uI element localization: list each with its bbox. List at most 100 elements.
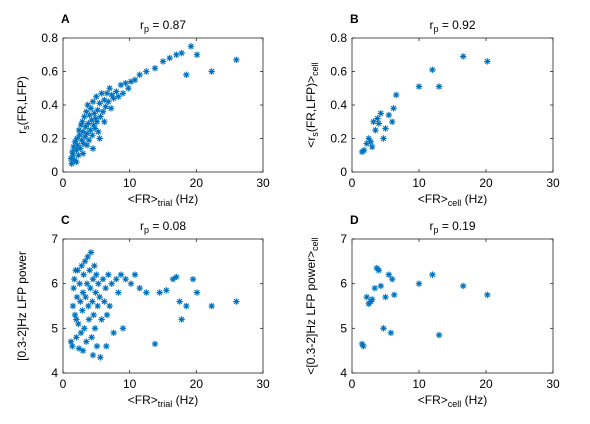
data-point [385,111,393,119]
data-point [143,68,150,75]
chart-title-part: p [433,24,438,34]
data-point [83,338,90,345]
data-point [73,147,80,154]
panel-letter: A [61,12,70,26]
data-point [97,113,104,120]
data-point [377,282,385,290]
x-axis-label: <FR>cell (Hz) [418,192,488,208]
x-axis-label-part: trial [158,399,173,409]
data-point [87,284,94,292]
data-point [77,329,85,336]
data-point [113,276,120,283]
data-point [178,316,185,323]
x-axis-label-part: (Hz) [461,393,487,407]
y-axis-label-part: (FR,LFP)> [304,76,318,132]
data-point [79,307,86,314]
data-point [367,138,374,146]
data-point [91,325,99,332]
x-axis-label: <FR>trial (Hz) [128,192,199,208]
data-point [368,296,376,303]
data-point [390,105,397,112]
data-point [233,56,240,63]
data-point [108,91,115,99]
data-point [99,108,107,115]
y-tick-label: 6 [51,277,58,291]
data-point [370,118,377,125]
data-point [89,276,97,283]
data-point [117,271,125,278]
data-point [173,273,180,281]
y-axis-label-part: cell [310,237,320,251]
panel-letter: C [61,213,70,227]
data-point [79,347,87,354]
data-point [389,276,396,283]
data-point [78,262,85,269]
y-tick-label: 7 [340,232,347,246]
data-point [81,325,88,332]
data-point [74,142,81,149]
x-axis-label-part: (Hz) [461,192,487,206]
data-point [391,291,398,299]
data-point [69,148,76,156]
y-axis-label-part: <[0.3-2]Hz LFP power> [304,251,318,375]
data-point [73,158,80,166]
y-tick-label: 0.6 [41,65,58,79]
data-point [71,311,79,319]
x-tick-label: 10 [123,377,137,391]
panel-letter: B [350,12,359,26]
data-point [99,276,107,283]
data-point [78,136,85,144]
y-axis-label-part: [0.3-2]Hz LFP power [15,251,29,361]
data-point [77,121,85,129]
axes-frame [351,238,554,374]
data-point [105,98,112,105]
data-point [93,271,100,278]
x-tick-label: 30 [256,377,270,391]
data-series [358,264,491,350]
y-axis-label-part: s [21,125,31,130]
data-point [70,284,77,292]
data-point [460,282,467,290]
x-tick-label: 20 [190,377,204,391]
chart-title-part: r [140,219,144,233]
data-point [380,325,387,332]
data-point [91,110,98,117]
data-point [127,78,135,85]
y-tick-label: 0.8 [330,31,347,45]
data-point [87,126,94,134]
data-point [377,110,385,117]
data-point [85,120,92,127]
data-point [87,105,95,112]
data-point [86,111,93,119]
data-point [460,53,467,60]
data-point [98,316,105,323]
y-tick-label: 0.8 [41,31,58,45]
data-point [103,90,111,97]
data-point [110,95,117,102]
chart-title-part: = 0.87 [149,18,186,32]
data-point [75,320,82,328]
x-tick-label: 20 [190,176,204,190]
data-point [435,331,443,339]
data-point [82,123,89,130]
data-point [117,81,125,89]
data-point [122,80,129,87]
x-axis-label-part: (Hz) [172,192,198,206]
x-tick-label: 20 [479,377,493,391]
data-series [67,43,240,167]
data-point [93,343,101,350]
data-point [68,160,75,167]
data-point [183,71,190,79]
x-tick-label: 20 [479,176,493,190]
x-axis-label-part: <FR> [418,192,448,206]
data-point [88,334,95,341]
x-axis-label-part: <FR> [418,393,448,407]
chart-title-part: p [144,225,149,235]
data-point [382,293,389,301]
data-point [233,298,240,305]
data-point [84,101,91,109]
data-point [69,302,77,310]
y-axis-label: <rs(FR,LFP)>cell [304,62,320,147]
data-point [96,135,103,142]
data-point [85,136,93,144]
